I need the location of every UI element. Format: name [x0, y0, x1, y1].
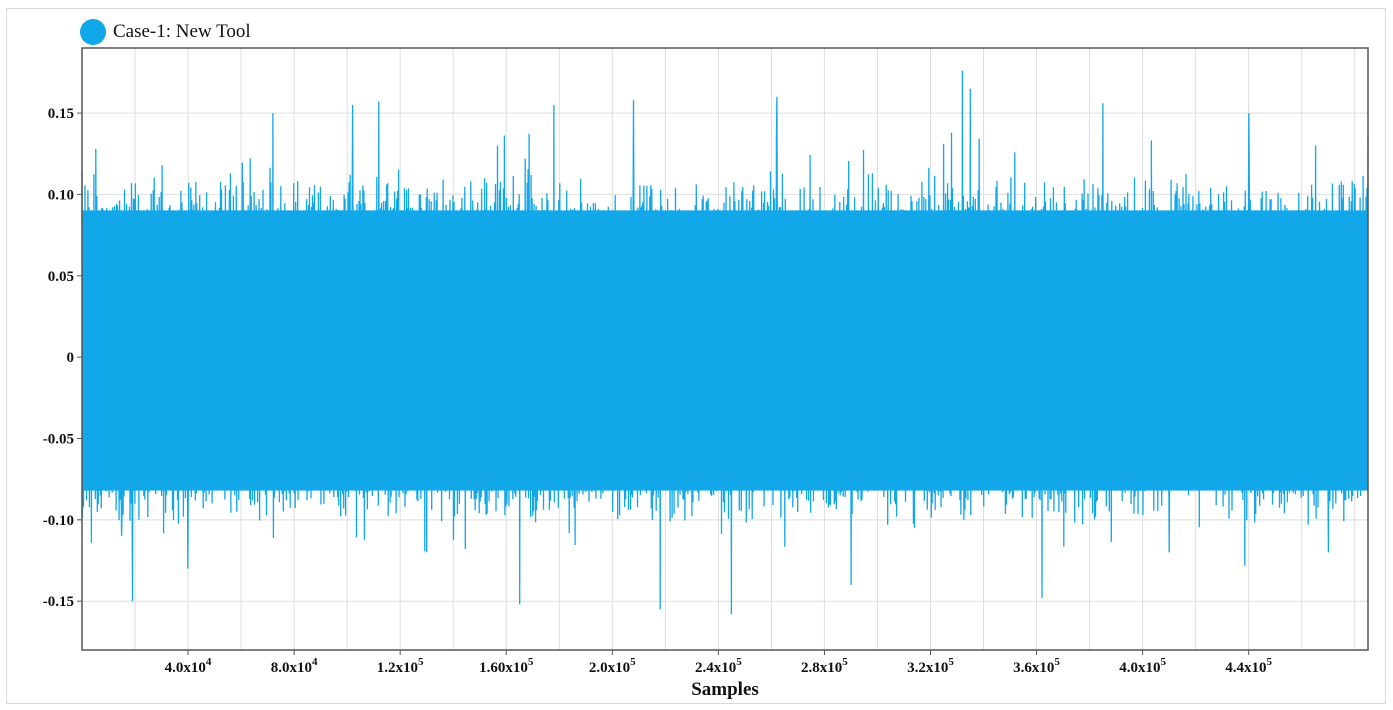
x-axis-title: Samples: [691, 679, 759, 700]
y-tick-label: -0.10: [43, 513, 74, 529]
y-tick-label: -0.15: [43, 594, 74, 610]
signal-trace: [81, 70, 1369, 615]
y-tick-label: 0.10: [48, 187, 74, 203]
y-tick-label: 0.15: [48, 106, 74, 122]
x-tick-label: 3.2x105: [907, 656, 954, 676]
x-tick-label: 1.60x105: [479, 656, 534, 676]
signal-line: [81, 70, 1369, 615]
x-tick-label: 3.6x105: [1013, 656, 1060, 676]
x-tick-label: 2.4x105: [695, 656, 742, 676]
chart-frame: [6, 8, 1386, 704]
x-tick-label: 4.0x105: [1119, 656, 1166, 676]
legend-label: Case-1: New Tool: [113, 21, 251, 42]
x-tick-label: 4.4x105: [1225, 656, 1272, 676]
y-tick-label: 0.05: [48, 269, 74, 285]
legend-marker-icon: [80, 19, 106, 45]
y-tick-label: -0.05: [43, 431, 74, 447]
x-tick-label: 2.8x105: [801, 656, 848, 676]
x-tick-label: 8.0x104: [271, 656, 318, 676]
plot-border: [81, 47, 1369, 651]
y-tick-label: 0: [67, 350, 75, 366]
legend[interactable]: Case-1: New Tool: [80, 18, 251, 46]
x-tick-label: 2.0x105: [589, 656, 636, 676]
x-tick-label: 4.0x104: [165, 656, 212, 676]
x-tick-label: 1.2x105: [377, 656, 424, 676]
x-axis-ticks: 4.0x104 8.0x104 1.2x105 1.60x105 2.0x105 2.4x…: [165, 650, 1273, 676]
y-axis-ticks: 0.15 0.10 0.05 0 -0.05 -0.10 -0.15: [43, 106, 82, 610]
